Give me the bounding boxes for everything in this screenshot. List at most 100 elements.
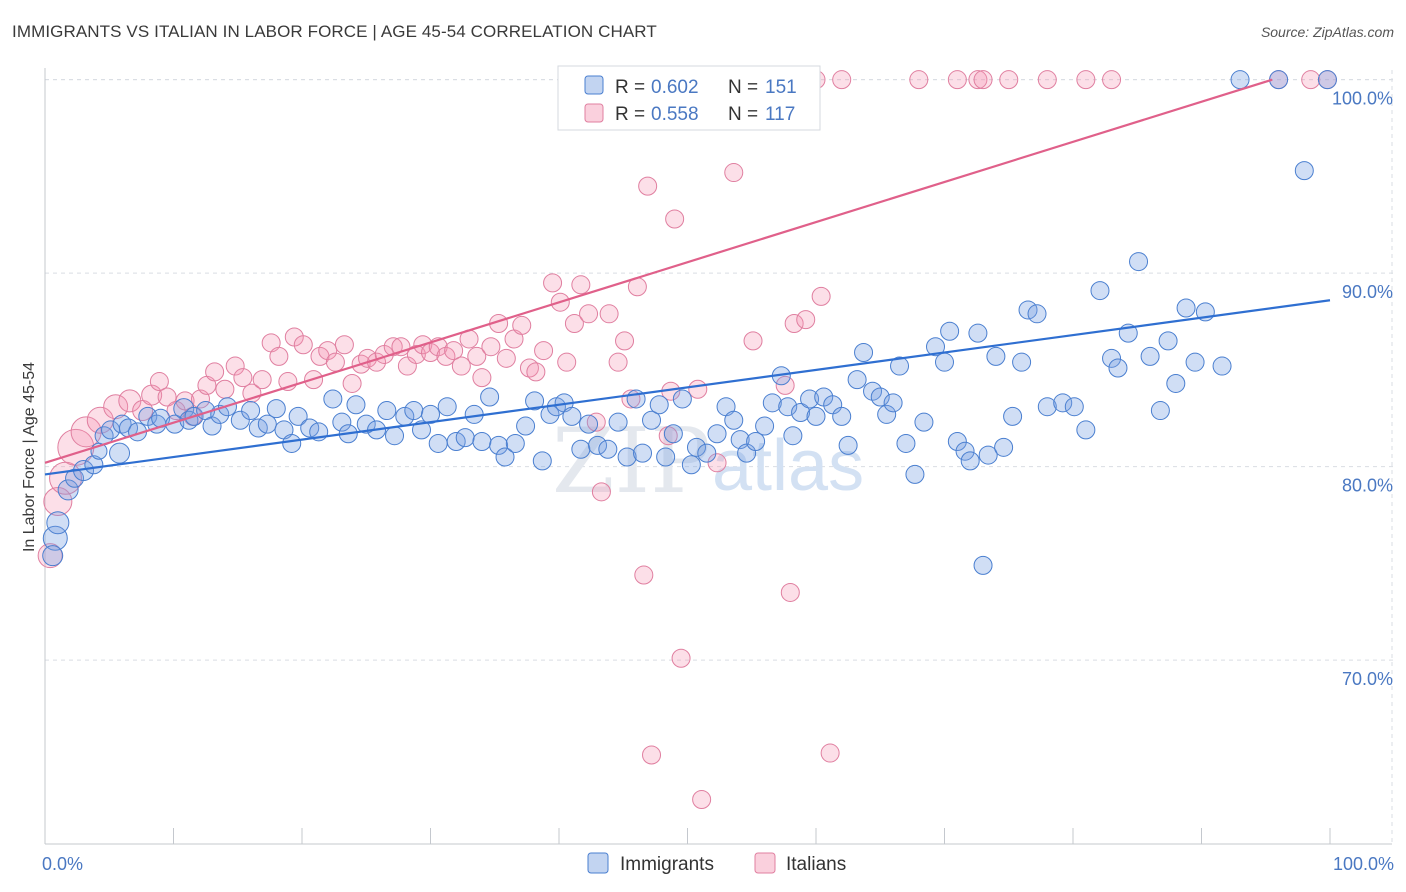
immigrants-point xyxy=(1140,346,1160,366)
italians-point xyxy=(707,453,727,473)
immigrants-point xyxy=(579,414,599,434)
immigrants-point xyxy=(1269,70,1289,90)
italians-point xyxy=(205,362,225,382)
italians-point xyxy=(591,482,611,502)
immigrants-point xyxy=(940,321,960,341)
immigrants-point xyxy=(1129,252,1149,272)
immigrants-point xyxy=(489,435,509,455)
italians-point xyxy=(947,70,967,90)
italians-point xyxy=(334,335,354,355)
immigrants-point xyxy=(633,443,653,463)
immigrants-point xyxy=(323,389,343,409)
x-tick-label-max: 100.0% xyxy=(1333,854,1394,874)
immigrants-point xyxy=(778,397,798,417)
immigrants-point xyxy=(1053,393,1073,413)
immigrants-point xyxy=(1027,304,1047,324)
immigrants-point xyxy=(791,402,811,422)
immigrants-point xyxy=(446,432,466,452)
immigrants-point xyxy=(724,410,744,430)
immigrants-point xyxy=(746,432,766,452)
immigrants-point xyxy=(495,447,515,467)
immigrants-point xyxy=(838,435,858,455)
italians-point xyxy=(784,313,804,333)
immigrants-point xyxy=(437,397,457,417)
italians-point xyxy=(599,304,619,324)
italians-series xyxy=(37,70,1337,809)
immigrants-point xyxy=(649,395,669,415)
immigrants-point xyxy=(686,437,706,457)
italians-point xyxy=(775,375,795,395)
immigrants-point xyxy=(707,424,727,444)
italians-point xyxy=(444,341,464,361)
immigrants-point xyxy=(762,393,782,413)
immigrants-point xyxy=(905,464,925,484)
immigrants-point xyxy=(1166,373,1186,393)
italians-point xyxy=(811,286,831,306)
italians-point xyxy=(642,745,662,765)
legend-immigrants-n-label: N = xyxy=(728,77,758,98)
y-tick-label: 100.0% xyxy=(1332,89,1393,109)
immigrants-point xyxy=(588,435,608,455)
trend-lines xyxy=(44,78,1331,476)
immigrants-point xyxy=(870,387,890,407)
immigrants-point xyxy=(562,406,582,426)
italians-point xyxy=(534,341,554,361)
italians-point xyxy=(132,400,154,422)
legend-immigrants-r-value: 0.602 xyxy=(651,77,699,98)
italians-point xyxy=(467,346,487,366)
immigrants-point xyxy=(428,433,448,453)
italians-point xyxy=(70,416,102,448)
legend-italians-r-value: 0.558 xyxy=(651,104,699,125)
immigrants-point xyxy=(1158,331,1178,351)
italians-point xyxy=(1102,70,1122,90)
immigrants-point xyxy=(65,468,85,488)
italians-point xyxy=(571,275,591,295)
italians-point xyxy=(543,273,563,293)
y-tick-label: 90.0% xyxy=(1342,282,1393,302)
legend-italians-swatch xyxy=(584,103,604,123)
immigrants-point xyxy=(926,337,946,357)
italians-point xyxy=(671,648,691,668)
immigrants-point xyxy=(642,410,662,430)
italians-point xyxy=(157,387,177,407)
italians-point xyxy=(225,356,245,376)
italians-point xyxy=(608,352,628,372)
immigrants-point xyxy=(421,404,440,424)
legend-bottom: Immigrants Italians xyxy=(587,852,846,875)
italians-point xyxy=(318,341,338,361)
italians-point xyxy=(325,352,345,372)
italians-point xyxy=(586,412,606,432)
immigrants-point xyxy=(472,432,492,452)
immigrants-point xyxy=(656,447,676,467)
immigrants-point xyxy=(241,401,261,421)
italians-point xyxy=(909,70,929,90)
italians-point xyxy=(634,565,654,585)
immigrants-point xyxy=(332,412,352,432)
immigrants-point xyxy=(1003,406,1023,426)
italians-point xyxy=(252,370,272,390)
immigrants-point xyxy=(109,442,131,464)
immigrants-point xyxy=(282,433,302,453)
immigrants-point xyxy=(46,511,70,535)
immigrants-point xyxy=(1317,70,1337,90)
immigrants-point xyxy=(672,389,692,409)
italians-point xyxy=(564,313,584,333)
legend-immigrants-swatch xyxy=(584,75,604,95)
immigrants-point xyxy=(1294,161,1314,181)
immigrants-point xyxy=(986,346,1006,366)
italians-point xyxy=(692,789,712,809)
immigrants-point xyxy=(617,447,637,467)
italians-point xyxy=(436,346,456,366)
immigrants-point xyxy=(608,412,628,432)
italians-point xyxy=(557,352,577,372)
immigrants-point xyxy=(697,443,717,463)
italians-point xyxy=(481,337,501,357)
immigrants-point xyxy=(800,389,820,409)
immigrants-point xyxy=(783,426,803,446)
italians-point xyxy=(1037,70,1057,90)
italians-point xyxy=(796,310,816,330)
italians-point xyxy=(579,304,599,324)
italians-point xyxy=(615,331,635,351)
immigrants-point xyxy=(978,445,998,465)
immigrants-point xyxy=(42,545,64,567)
